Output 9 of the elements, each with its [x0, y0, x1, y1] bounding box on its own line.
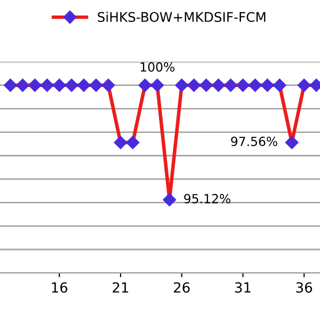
legend-label: SiHKS-BOW+MKDSIF-FCM: [98, 12, 266, 22]
x-tick-label: 31: [235, 282, 250, 293]
annotation: 100%: [140, 62, 174, 72]
annotation: 95.12%: [184, 194, 230, 204]
x-tick-label: 21: [112, 282, 128, 293]
x-tick-label: 36: [296, 282, 312, 293]
x-tick-label: 26: [174, 282, 190, 293]
x-tick-label: 16: [52, 282, 68, 293]
annotation: 97.56%: [231, 136, 278, 146]
